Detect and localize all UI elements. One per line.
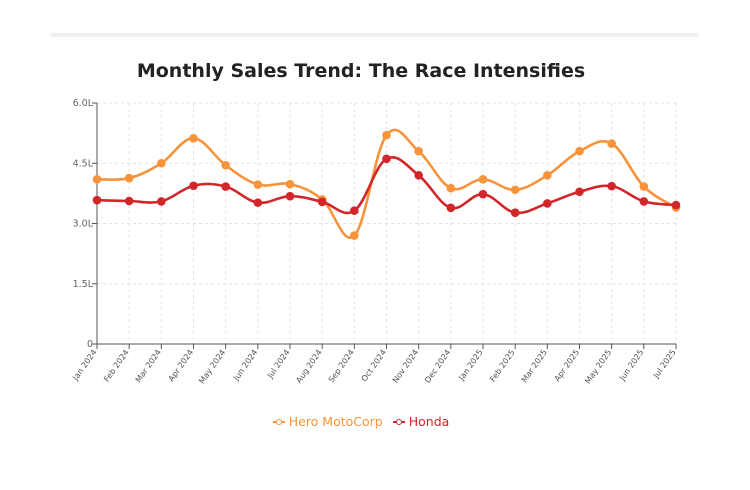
data-point-honda — [382, 154, 391, 164]
data-point-honda — [124, 196, 134, 206]
data-point-hero — [575, 146, 584, 156]
legend-marker-icon — [392, 418, 405, 426]
data-point-hero — [189, 134, 198, 143]
data-point-honda — [221, 182, 230, 191]
data-point-honda — [671, 200, 681, 210]
data-point-hero — [124, 173, 134, 183]
data-point-hero — [607, 139, 616, 148]
data-point-hero — [92, 175, 102, 184]
x-tick-label: Jul 2024 — [265, 348, 292, 381]
data-point-honda — [285, 191, 295, 201]
data-point-hero — [446, 183, 456, 193]
x-tick-label: Jan 2025 — [456, 348, 484, 383]
x-tick-label: Sep 2024 — [327, 348, 356, 384]
x-tick-label: Jan 2024 — [70, 348, 98, 383]
data-point-honda — [607, 181, 616, 191]
x-tick-label: Apr 2024 — [167, 348, 195, 383]
data-point-hero — [350, 231, 359, 240]
x-tick-label: Mar 2024 — [134, 348, 163, 384]
data-point-honda — [157, 197, 166, 206]
y-tick-label: 6.0L — [73, 98, 94, 109]
top-divider — [50, 33, 698, 37]
data-point-honda — [478, 189, 488, 199]
legend-item-honda[interactable]: Honda — [392, 414, 450, 429]
legend-marker-icon — [272, 418, 285, 426]
data-point-hero — [414, 146, 423, 156]
legend-label-hero: Hero MotoCorp — [288, 414, 383, 429]
y-tick-label: 4.5L — [73, 158, 94, 169]
data-point-honda — [253, 198, 263, 207]
x-tick-label: Nov 2024 — [391, 348, 420, 385]
data-point-hero — [253, 180, 263, 189]
chart-title: Monthly Sales Trend: The Race Intensifie… — [136, 60, 586, 82]
data-point-hero — [285, 179, 295, 189]
x-tick-label: Aug 2024 — [294, 348, 323, 385]
x-tick-label: May 2025 — [583, 348, 613, 385]
x-tick-label: Jul 2025 — [651, 348, 678, 381]
x-tick-label: Feb 2024 — [102, 348, 131, 384]
x-tick-label: Mar 2025 — [520, 348, 549, 384]
data-point-hero — [478, 175, 488, 184]
y-tick-label: 0 — [87, 339, 93, 350]
data-point-hero — [543, 171, 552, 180]
x-tick-label: Dec 2024 — [423, 348, 452, 385]
data-point-honda — [317, 197, 327, 207]
data-point-hero — [382, 130, 391, 140]
data-point-hero — [157, 158, 166, 168]
x-tick-label: Apr 2025 — [553, 348, 581, 383]
data-point-honda — [543, 199, 552, 208]
x-tick-label: May 2024 — [197, 348, 227, 385]
data-point-honda — [446, 203, 456, 213]
data-point-honda — [575, 187, 584, 197]
data-point-honda — [92, 195, 102, 205]
data-point-honda — [510, 208, 520, 217]
data-point-honda — [414, 171, 423, 180]
y-tick-label: 3.0L — [73, 219, 94, 230]
data-point-honda — [189, 181, 198, 191]
x-tick-label: Feb 2025 — [488, 348, 517, 384]
x-tick-label: Jun 2024 — [231, 348, 259, 383]
legend-label-honda: Honda — [408, 414, 450, 429]
data-point-hero — [510, 185, 520, 195]
x-tick-label: Jun 2025 — [617, 348, 645, 383]
data-point-honda — [639, 197, 649, 206]
data-point-hero — [639, 182, 649, 191]
legend-item-hero[interactable]: Hero MotoCorp — [272, 414, 383, 429]
y-tick-label: 1.5L — [73, 279, 94, 290]
data-point-honda — [350, 206, 359, 215]
x-tick-label: Oct 2024 — [360, 348, 388, 383]
chart-legend: Hero MotoCorp Honda — [0, 414, 722, 429]
data-point-hero — [221, 160, 230, 170]
